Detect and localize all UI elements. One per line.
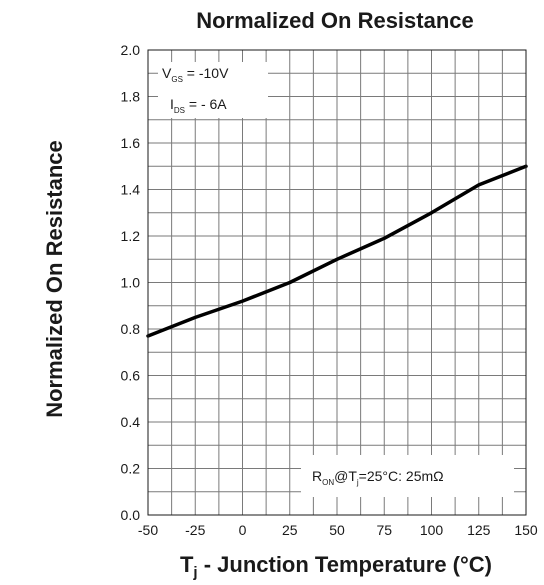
- reference-box: [301, 455, 514, 497]
- x-tick-label: 125: [467, 522, 491, 538]
- x-tick-label: 50: [329, 522, 345, 538]
- grid: [148, 50, 526, 515]
- x-axis-label: Tj - Junction Temperature (°C): [180, 552, 492, 581]
- x-tick-label: 150: [514, 522, 538, 538]
- x-tick-labels: -50 -25 0 25 50 75 100 125 150: [138, 522, 538, 538]
- y-tick-label: 0.2: [121, 461, 141, 477]
- y-tick-label: 0.4: [121, 414, 141, 430]
- y-tick-label: 0.0: [121, 507, 141, 523]
- x-tick-label: 25: [282, 522, 298, 538]
- y-tick-label: 0.8: [121, 321, 141, 337]
- y-tick-label: 1.4: [121, 182, 141, 198]
- y-tick-label: 0.6: [121, 368, 141, 384]
- plot-frame: [147, 49, 527, 516]
- y-tick-labels: 0.0 0.2 0.4 0.6 0.8 1.0 1.2 1.4 1.6 1.8 2.0: [121, 42, 141, 523]
- x-tick-label: 0: [239, 522, 247, 538]
- y-tick-label: 1.2: [121, 228, 141, 244]
- x-tick-label: -50: [138, 522, 158, 538]
- y-axis-label: Normalized On Resistance: [42, 140, 67, 418]
- y-tick-label: 1.0: [121, 275, 141, 291]
- ids-condition: IDS = - 6A: [170, 96, 227, 115]
- series-line: [146, 164, 528, 338]
- y-tick-label: 1.6: [121, 135, 141, 151]
- reference-annotation: RON@Tj=25°C: 25mΩ: [312, 468, 444, 487]
- x-tick-label: -25: [185, 522, 205, 538]
- y-tick-label: 2.0: [121, 42, 141, 58]
- x-tick-label: 100: [420, 522, 444, 538]
- conditions-box: [158, 62, 268, 118]
- vgs-condition: VGS = -10V: [162, 65, 229, 84]
- x-tick-label: 75: [376, 522, 392, 538]
- y-tick-label: 1.8: [121, 89, 141, 105]
- chart-title: Normalized On Resistance: [196, 8, 474, 33]
